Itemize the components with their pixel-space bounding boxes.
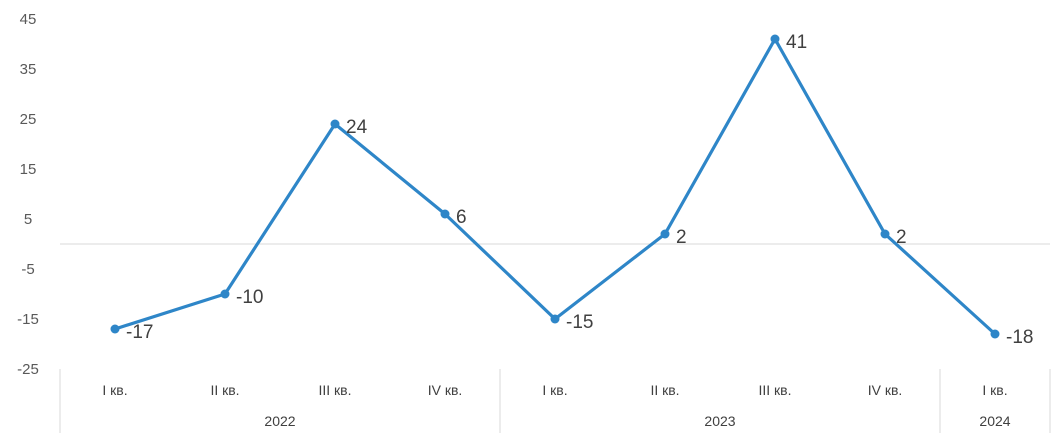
- data-point: [660, 229, 670, 239]
- data-point: [330, 119, 340, 129]
- y-tick-label: -5: [21, 261, 34, 278]
- x-category-label: IV кв.: [428, 382, 463, 398]
- data-point: [440, 209, 450, 219]
- data-label: -10: [236, 287, 263, 308]
- x-category-label: I кв.: [542, 382, 567, 398]
- x-category-label: II кв.: [210, 382, 239, 398]
- data-point: [770, 34, 780, 44]
- data-label: -15: [566, 312, 593, 333]
- x-category-label: III кв.: [318, 382, 351, 398]
- data-label: -17: [126, 322, 153, 343]
- x-axis-lines: [59, 369, 1051, 433]
- x-group-label: 2023: [704, 413, 735, 429]
- x-category-label: IV кв.: [868, 382, 903, 398]
- data-point: [550, 314, 560, 324]
- data-point: [220, 289, 230, 299]
- y-tick-label: -15: [17, 311, 39, 328]
- data-point: [880, 229, 890, 239]
- data-labels: -17 -10 24 6 -15 2 41 2 -18: [126, 32, 1033, 348]
- data-label: 41: [786, 32, 807, 53]
- y-axis-ticks: 45 35 25 15 5 -5 -15 -25: [17, 11, 39, 378]
- data-point: [990, 329, 1000, 339]
- x-category-label: II кв.: [650, 382, 679, 398]
- x-category-label: I кв.: [102, 382, 127, 398]
- data-points: [110, 34, 1000, 339]
- x-axis-group-labels: 2022 2023 2024: [264, 413, 1010, 429]
- data-label: 2: [676, 227, 687, 248]
- x-axis-category-labels: I кв. II кв. III кв. IV кв. I кв. II кв. III к…: [102, 382, 1007, 398]
- y-tick-label: 25: [20, 111, 37, 128]
- y-tick-label: 5: [24, 211, 32, 228]
- data-label: 2: [896, 227, 907, 248]
- data-label: 24: [346, 117, 368, 138]
- data-label: 6: [456, 207, 467, 228]
- x-category-label: III кв.: [758, 382, 791, 398]
- x-group-label: 2024: [979, 413, 1010, 429]
- y-tick-label: 45: [20, 11, 37, 28]
- x-group-label: 2022: [264, 413, 295, 429]
- y-tick-label: 15: [20, 161, 37, 178]
- data-label: -18: [1006, 327, 1033, 348]
- x-category-label: I кв.: [982, 382, 1007, 398]
- y-tick-label: 35: [20, 61, 37, 78]
- data-point: [110, 324, 120, 334]
- y-tick-label: -25: [17, 361, 39, 378]
